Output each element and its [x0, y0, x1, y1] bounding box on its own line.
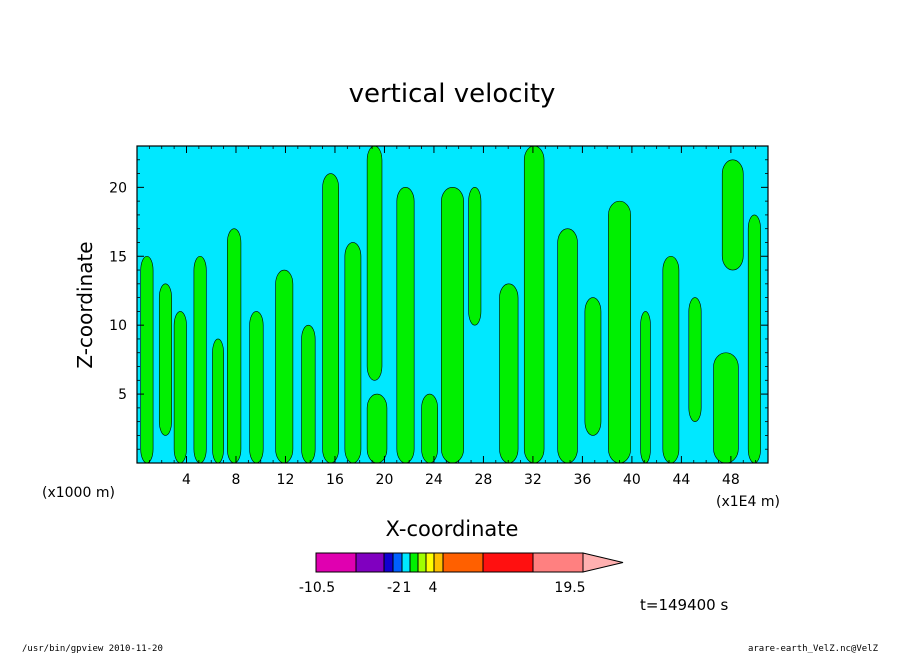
x-unit-left: (x1000 m)	[42, 485, 115, 501]
x-tick-label: 12	[277, 472, 295, 488]
colorbar-segment	[425, 552, 435, 573]
colorbar-label: 4	[429, 580, 438, 596]
contour-region-19	[557, 228, 578, 463]
contour-region-13	[396, 187, 415, 463]
contour-region-12	[366, 393, 388, 463]
chart-title: vertical velocity	[349, 79, 556, 109]
contour-region-5	[227, 228, 242, 463]
contour-region-2	[173, 311, 187, 463]
contour-region-20	[584, 297, 602, 436]
contour-region-11	[366, 146, 383, 381]
colorbar-segment	[482, 552, 534, 573]
contour-region-15	[441, 187, 464, 463]
contour-region-3	[193, 255, 207, 463]
colorbar-segment	[401, 552, 411, 573]
y-tick-label: 5	[118, 387, 127, 403]
colorbar-label: -2	[387, 580, 401, 596]
x-tick-label: 48	[722, 472, 740, 488]
colorbar-label: -10.5	[299, 580, 335, 596]
x-tick-label: 24	[425, 472, 443, 488]
footer-left: /usr/bin/gpview 2010-11-20	[22, 644, 163, 654]
contour-region-25	[713, 352, 739, 463]
colorbar-label: 1	[403, 580, 412, 596]
contour-region-14	[421, 393, 438, 463]
y-tick-label: 20	[109, 180, 127, 196]
x-tick-label: 28	[475, 472, 493, 488]
colorbar-segment	[355, 552, 385, 573]
contour-region-24	[688, 297, 702, 422]
y-axis-label: Z-coordinate	[73, 241, 97, 368]
contour-region-4	[212, 338, 224, 463]
colorbar: -10.5 -2 1 4 19.5	[299, 552, 624, 596]
colorbar-segment	[433, 552, 444, 573]
time-label: t=149400 s	[640, 596, 728, 614]
x-tick-label: 8	[232, 472, 241, 488]
contour-region-21	[608, 200, 631, 463]
x-tick-label: 20	[376, 472, 394, 488]
contour-region-27	[747, 214, 761, 463]
contour-region-0	[140, 255, 154, 463]
contour-region-8	[301, 324, 316, 463]
colorbar-segment	[409, 552, 419, 573]
y-tick-label: 15	[109, 249, 127, 265]
x-tick-label: 4	[182, 472, 191, 488]
plot-area	[136, 145, 769, 464]
colorbar-segment	[383, 552, 394, 573]
contour-region-23	[662, 255, 680, 463]
colorbar-segment	[417, 552, 427, 573]
contour-region-6	[249, 311, 264, 463]
colorbar-segment	[442, 552, 484, 573]
colorbar-segment	[532, 552, 584, 573]
contour-region-26	[721, 159, 744, 271]
colorbar-segment	[315, 552, 357, 573]
contour-region-16	[468, 187, 482, 326]
x-axis-label: X-coordinate	[386, 517, 519, 541]
contour-region-10	[344, 242, 362, 463]
footer-right: arare-earth_VelZ.nc@VelZ	[748, 644, 879, 654]
colorbar-segment	[392, 552, 403, 573]
y-tick-label: 10	[109, 318, 127, 334]
colorbar-label: 19.5	[554, 580, 585, 596]
contour-region-22	[640, 311, 651, 463]
x-tick-label: 16	[326, 472, 344, 488]
x-unit-right: (x1E4 m)	[716, 494, 780, 510]
contour-region-9	[322, 173, 339, 463]
contour-region-1	[158, 283, 172, 436]
contour-region-18	[523, 146, 545, 463]
x-tick-label: 36	[573, 472, 591, 488]
x-tick-label: 40	[623, 472, 641, 488]
plot-frame	[136, 145, 769, 464]
contour-region-7	[275, 269, 294, 463]
colorbar-extend-arrow	[582, 552, 624, 573]
x-tick-label: 32	[524, 472, 542, 488]
contour-region-17	[499, 283, 519, 463]
x-tick-label: 44	[672, 472, 690, 488]
